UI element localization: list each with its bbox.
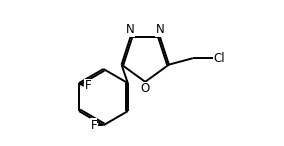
Text: F: F [90, 119, 97, 132]
Text: O: O [141, 82, 150, 95]
Text: Cl: Cl [214, 52, 225, 65]
Text: F: F [85, 79, 91, 92]
Text: N: N [155, 23, 164, 36]
Text: N: N [126, 23, 135, 36]
